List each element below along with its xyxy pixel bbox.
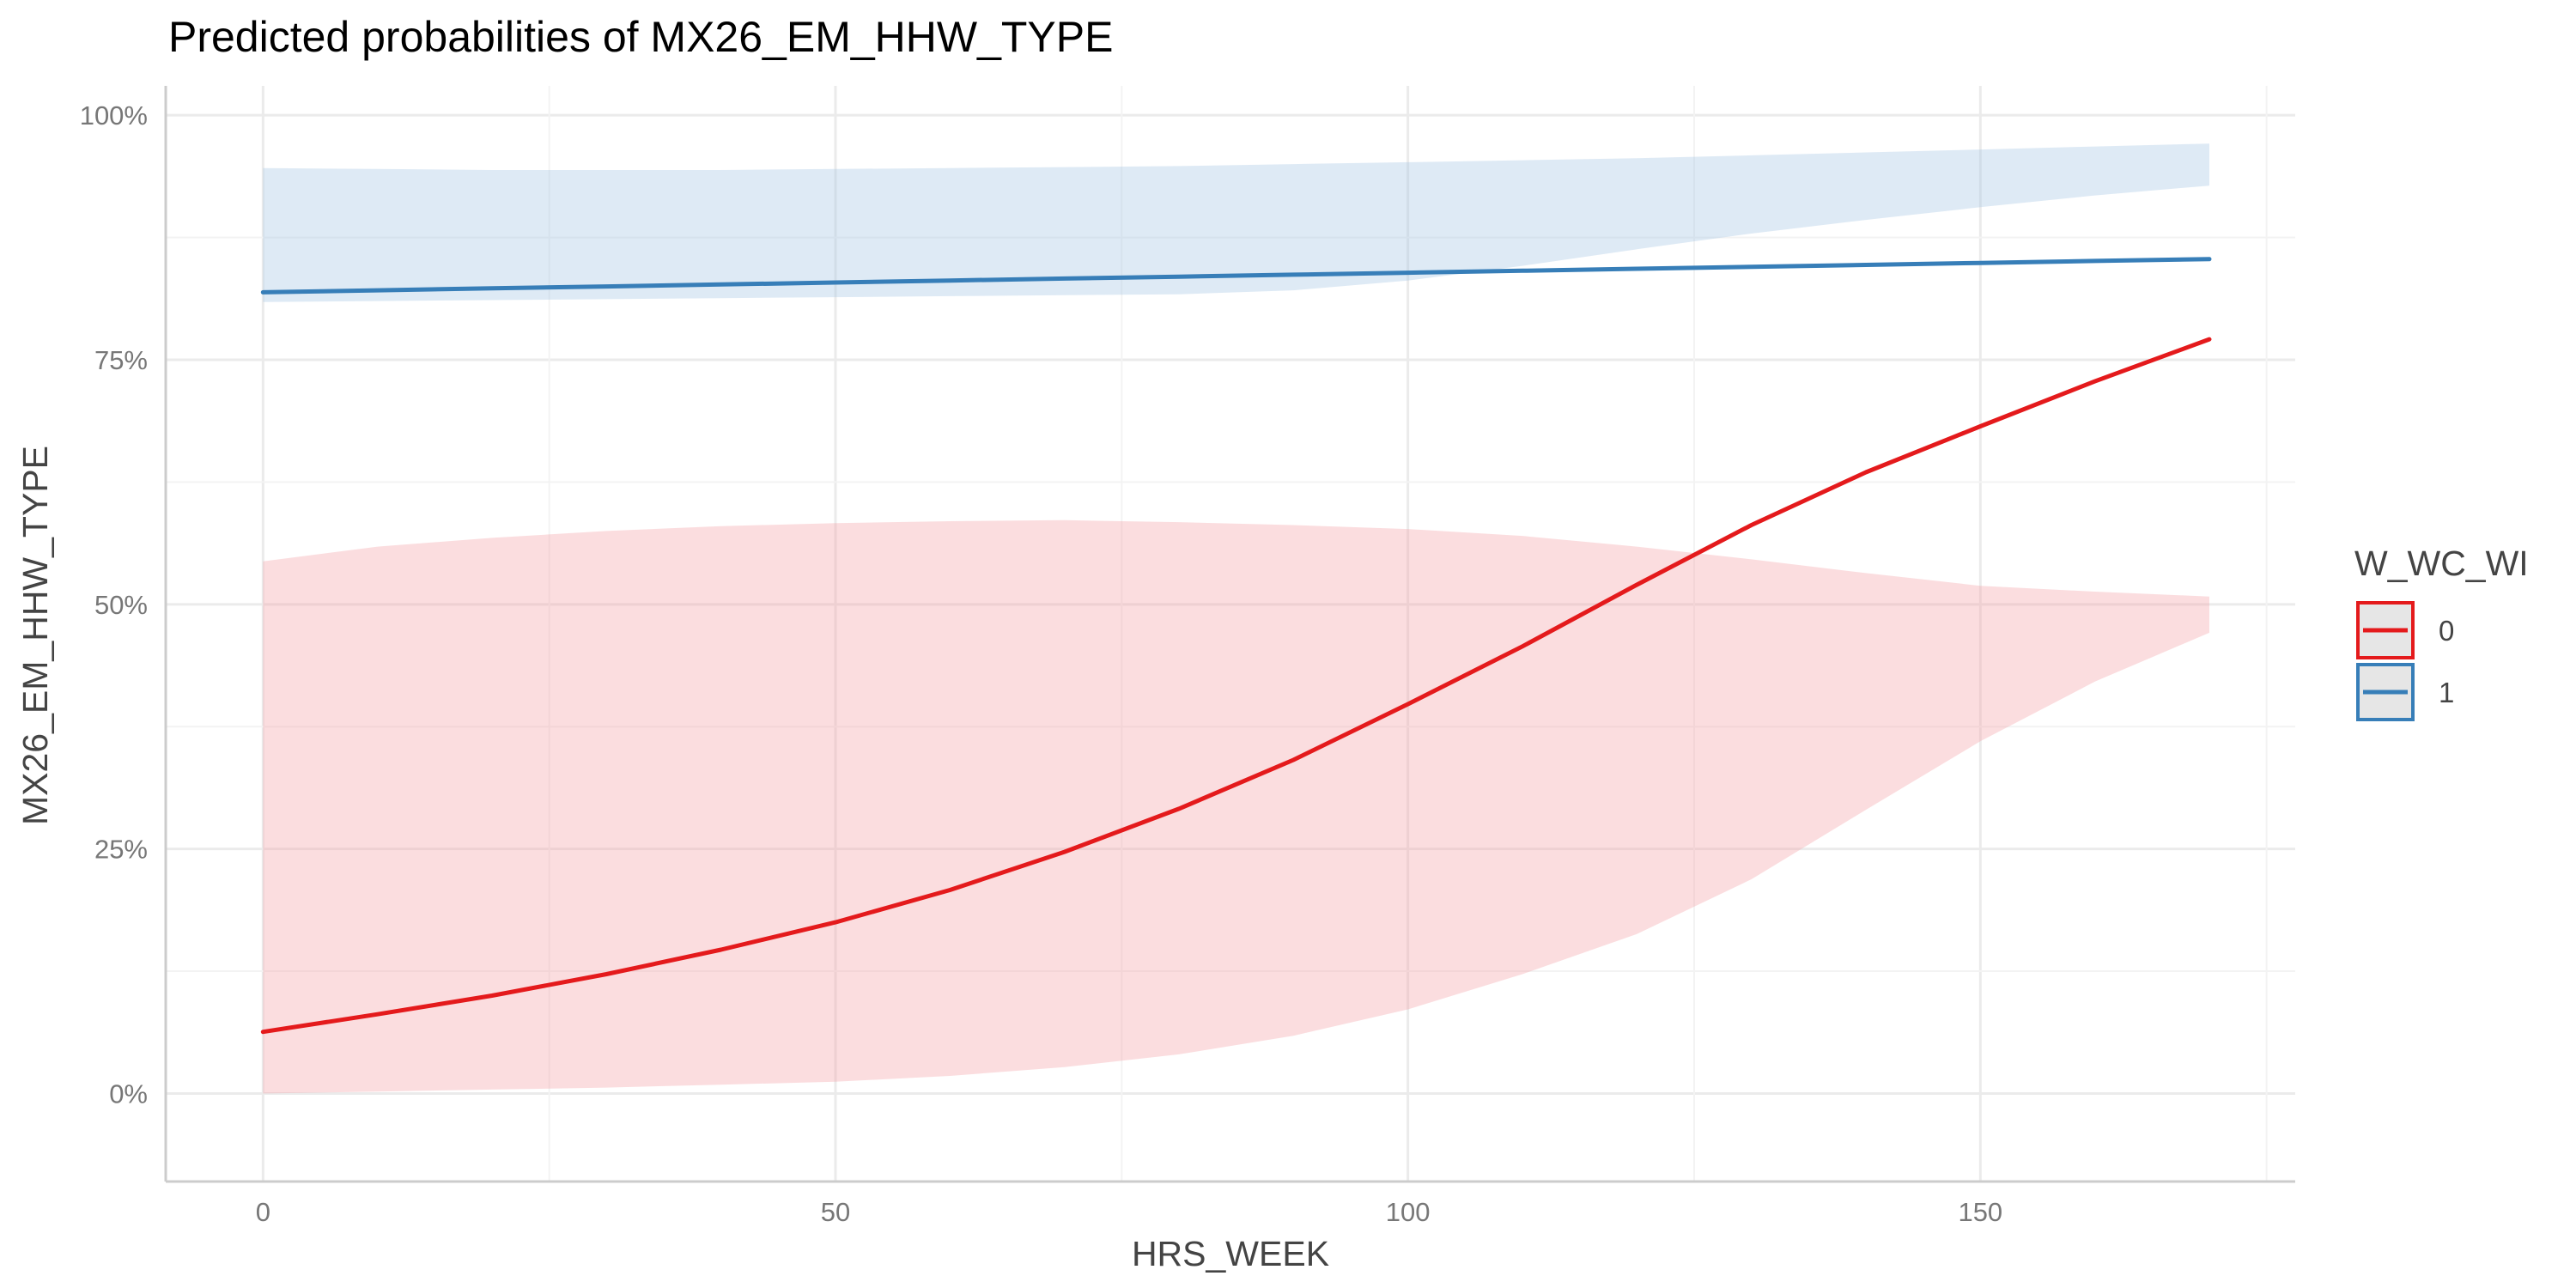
axes bbox=[164, 86, 2295, 1183]
x-tick-label-2: 100 bbox=[1386, 1197, 1431, 1227]
band-series-0 bbox=[263, 519, 2209, 1094]
chart-title: Predicted probabilities of MX26_EM_HHW_T… bbox=[168, 13, 1113, 61]
line-series-1 bbox=[260, 257, 2212, 295]
series-lines bbox=[260, 257, 2212, 1035]
confidence-bands bbox=[263, 143, 2209, 1094]
y-axis-title: MX26_EM_HHW_TYPE bbox=[15, 446, 55, 825]
legend-items: 01 bbox=[2356, 601, 2454, 721]
y-tick-labels: 0% 25% 50% 75% 100% bbox=[80, 100, 148, 1109]
line-series-0 bbox=[260, 337, 2212, 1035]
legend: W_WC_WI 01 bbox=[2354, 544, 2529, 721]
y-tick-label-0: 0% bbox=[109, 1078, 148, 1109]
band-series-1 bbox=[263, 143, 2209, 302]
y-tick-label-3: 75% bbox=[94, 345, 148, 375]
y-tick-label-1: 25% bbox=[94, 835, 148, 865]
x-tick-label-0: 0 bbox=[256, 1197, 270, 1227]
legend-label-1: 1 bbox=[2439, 677, 2454, 708]
x-tick-label-3: 150 bbox=[1958, 1197, 2002, 1227]
x-axis-title: HRS_WEEK bbox=[1132, 1234, 1329, 1273]
x-tick-labels: 0 50 100 150 bbox=[256, 1197, 2002, 1227]
x-tick-label-1: 50 bbox=[821, 1197, 850, 1227]
legend-label-0: 0 bbox=[2439, 615, 2454, 647]
y-tick-label-4: 100% bbox=[80, 100, 148, 131]
legend-title: W_WC_WI bbox=[2354, 544, 2529, 583]
y-tick-label-2: 50% bbox=[94, 590, 148, 620]
